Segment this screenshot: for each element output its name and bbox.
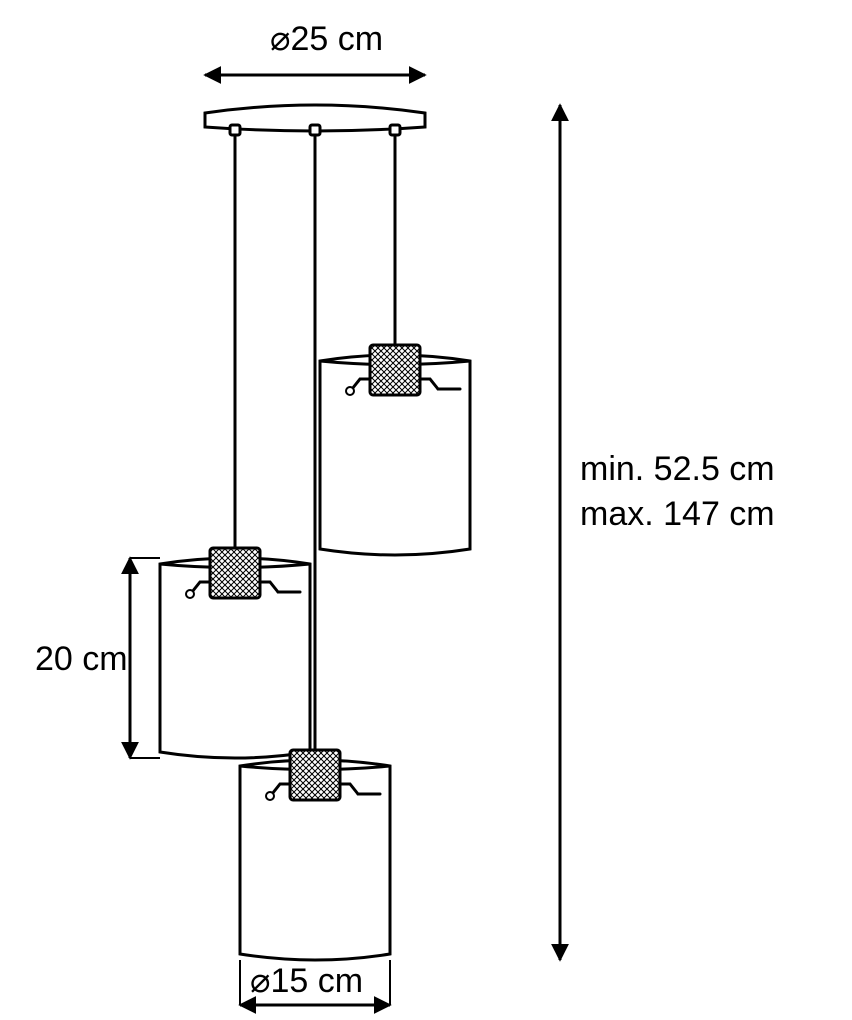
cord-grip-left: [230, 125, 240, 135]
socket-left: [210, 548, 260, 598]
socket-middle: [290, 750, 340, 800]
cord-grip-right: [390, 125, 400, 135]
label-shade-diameter: ⌀15 cm: [250, 962, 363, 1000]
socket-right: [370, 345, 420, 395]
label-height-max: max. 147 cm: [580, 495, 775, 533]
label-shade-height: 20 cm: [35, 640, 128, 678]
shade-right: [320, 345, 470, 555]
label-height-min: min. 52.5 cm: [580, 450, 775, 488]
shade-left: [160, 548, 310, 758]
shade-middle: [240, 750, 390, 960]
cord-grip-middle: [310, 125, 320, 135]
label-canopy-diameter: ⌀25 cm: [270, 20, 383, 58]
